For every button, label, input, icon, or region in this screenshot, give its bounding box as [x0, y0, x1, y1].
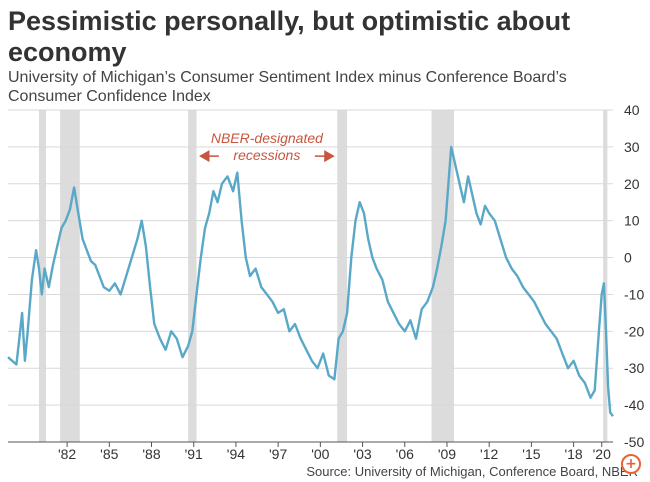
x-tick-label: '85 — [100, 446, 118, 462]
y-tick-label: 40 — [624, 102, 640, 118]
series-line-0 — [8, 147, 613, 416]
chart-area: 40 30 20 10 0 -10 -20 -30 -40 -50 '82 '85 '88 '91 '94 '… — [0, 0, 650, 482]
x-tick-label: '15 — [522, 446, 540, 462]
x-tick-label: '18 — [564, 446, 582, 462]
y-tick-label: -20 — [624, 323, 644, 339]
x-tick-label: '00 — [311, 446, 329, 462]
y-tick-label: -30 — [624, 360, 644, 376]
x-tick-label: '88 — [142, 446, 160, 462]
x-tick-label: '09 — [438, 446, 456, 462]
annotation-label: NBER-designated — [211, 130, 324, 146]
y-tick-label: -10 — [624, 286, 644, 302]
y-tick-label: 0 — [624, 250, 632, 266]
zoom-icon[interactable]: + — [621, 454, 641, 474]
x-tick-label: '91 — [185, 446, 203, 462]
y-tick-label: 20 — [624, 176, 640, 192]
x-tick-label: '82 — [58, 446, 76, 462]
recession-band-5 — [603, 110, 607, 442]
recession-band-3 — [337, 110, 347, 442]
y-tick-label: 10 — [624, 213, 640, 229]
x-tick-label: '20 — [593, 446, 611, 462]
x-tick-label: '03 — [353, 446, 371, 462]
annotation-label: recessions — [233, 147, 300, 163]
x-tick-label: '06 — [396, 446, 414, 462]
recession-band-1 — [60, 110, 80, 442]
x-tick-label: '97 — [269, 446, 287, 462]
y-tick-label: -40 — [624, 397, 644, 413]
recession-band-2 — [188, 110, 196, 442]
x-tick-label: '12 — [480, 446, 498, 462]
y-tick-label: -50 — [624, 434, 644, 450]
x-tick-label: '94 — [227, 446, 245, 462]
source-note: Source: University of Michigan, Conferen… — [306, 464, 638, 479]
y-tick-label: 30 — [624, 139, 640, 155]
